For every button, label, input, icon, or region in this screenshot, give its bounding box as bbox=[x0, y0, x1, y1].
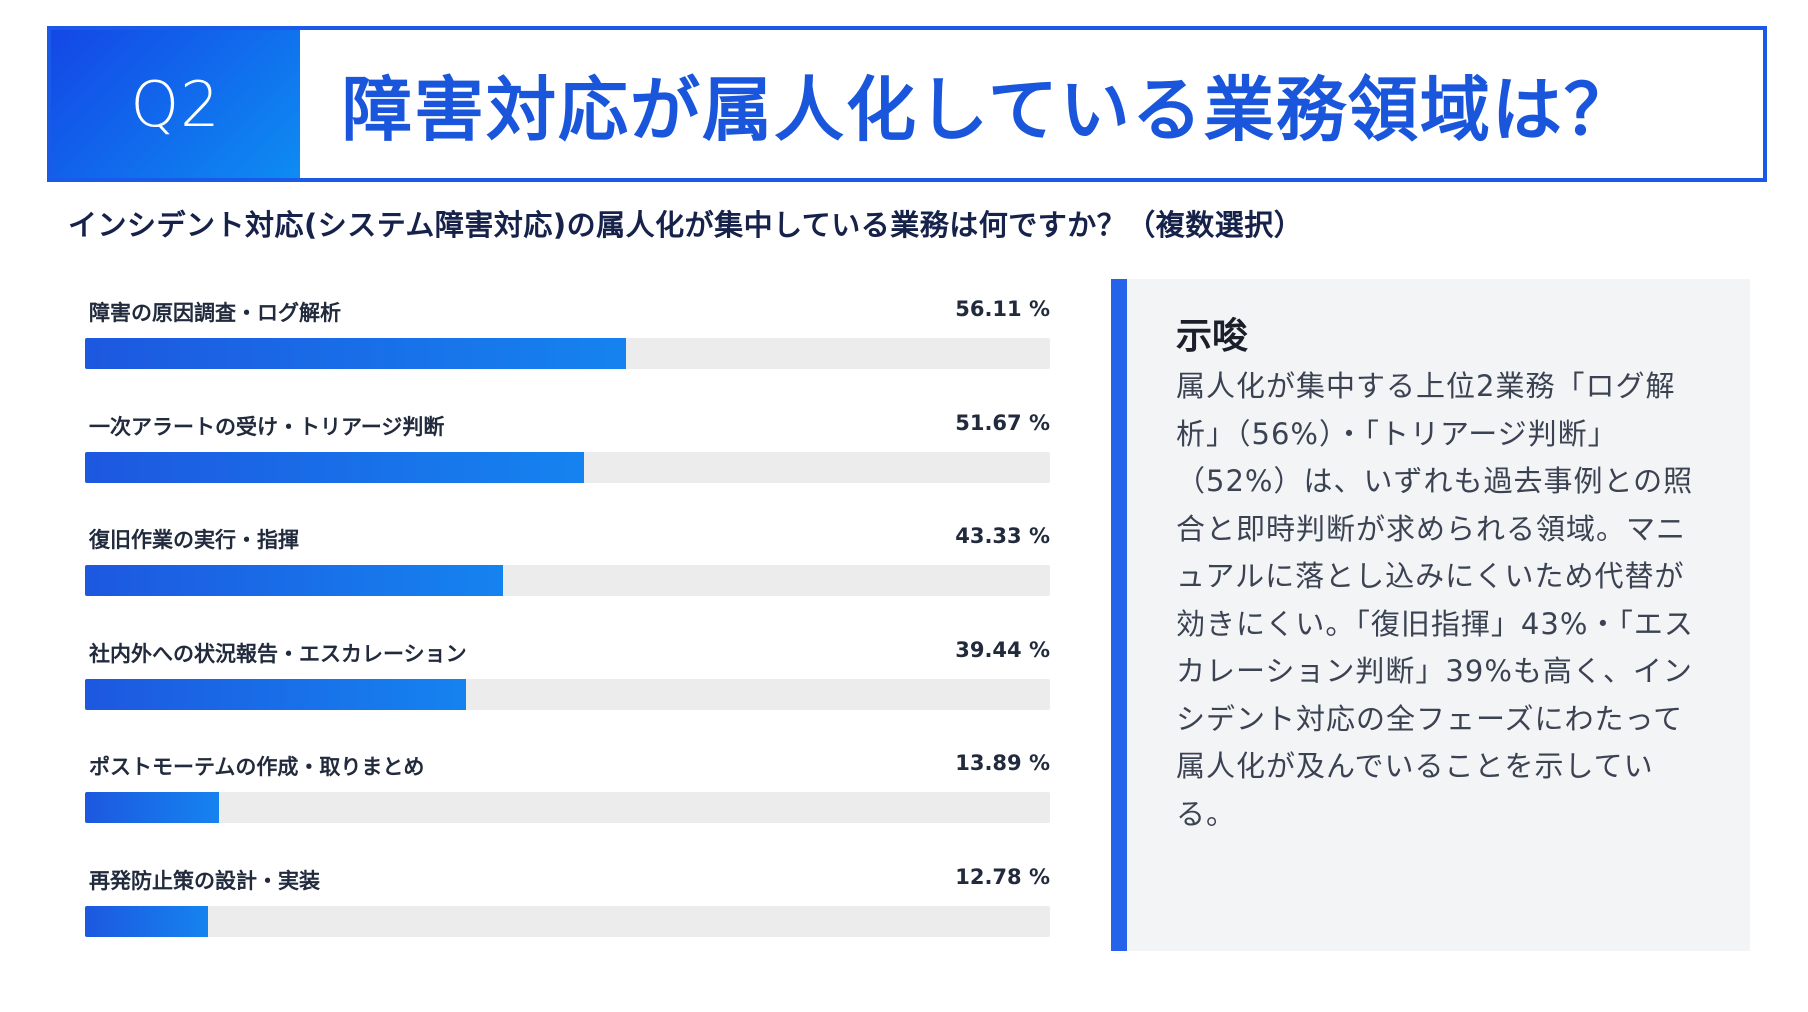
bar-fill bbox=[85, 451, 584, 483]
horizontal-bar-chart: 障害の原因調査・ログ解析 56.11 % 一次アラートの受け・トリアージ判断 51.6… bbox=[85, 283, 1050, 953]
bar-category-label: 一次アラートの受け・トリアージ判断 bbox=[89, 414, 445, 439]
bar-category-label: ポストモーテムの作成・取りまとめ bbox=[89, 755, 425, 779]
chart-row: 一次アラートの受け・トリアージ判断 51.67 % bbox=[85, 397, 1050, 487]
bar-track bbox=[85, 678, 1050, 710]
insight-title: 示唆 bbox=[1176, 316, 1249, 357]
title-header: Q2 障害対応が属人化している業務領域は？ bbox=[47, 26, 1767, 182]
bar-fill bbox=[85, 905, 209, 937]
bar-value-label: 51.67 % bbox=[955, 410, 1050, 435]
bar-track bbox=[85, 451, 1050, 483]
question-text: インシデント対応(システム障害対応)の属人化が集中している業務は何ですか？（複数… bbox=[68, 208, 1304, 242]
bar-track bbox=[85, 792, 1050, 823]
chart-row: ポストモーテムの作成・取りまとめ 13.89 % bbox=[85, 737, 1050, 827]
chart-row: 障害の原因調査・ログ解析 56.11 % bbox=[85, 283, 1050, 373]
page-title: 障害対応が属人化している業務領域は？ bbox=[342, 68, 1636, 151]
bar-category-label: 障害の原因調査・ログ解析 bbox=[89, 301, 341, 325]
bar-value-label: 39.44 % bbox=[955, 637, 1050, 662]
bar-category-label: 社内外への状況報告・エスカレーション bbox=[89, 641, 467, 666]
bar-fill bbox=[85, 565, 504, 596]
bar-track bbox=[85, 905, 1050, 937]
bar-fill bbox=[85, 338, 627, 369]
chart-row: 社内外への状況報告・エスカレーション 39.44 % bbox=[85, 624, 1050, 714]
bar-value-label: 13.89 % bbox=[955, 751, 1050, 775]
bar-value-label: 56.11 % bbox=[955, 297, 1050, 321]
insight-text: 属人化が集中する上位2業務「ログ解析」（56%）・「トリアージ判断」（52%）は… bbox=[1176, 369, 1694, 831]
insight-panel: 示唆 属人化が集中する上位2業務「ログ解析」（56%）・「トリアージ判断」（52… bbox=[1111, 279, 1750, 951]
bar-category-label: 復旧作業の実行・指揮 bbox=[89, 528, 299, 552]
bar-category-label: 再発防止策の設計・実装 bbox=[89, 868, 320, 893]
bar-value-label: 12.78 % bbox=[955, 864, 1050, 889]
chart-row: 復旧作業の実行・指揮 43.33 % bbox=[85, 510, 1050, 600]
insight-accent-bar bbox=[1111, 279, 1127, 951]
chart-row: 再発防止策の設計・実装 12.78 % bbox=[85, 851, 1050, 941]
question-number-badge: Q2 bbox=[51, 30, 300, 178]
bar-fill bbox=[85, 792, 220, 823]
bar-value-label: 43.33 % bbox=[955, 524, 1050, 548]
bar-fill bbox=[85, 678, 466, 710]
bar-track bbox=[85, 338, 1050, 369]
bar-track bbox=[85, 565, 1050, 596]
